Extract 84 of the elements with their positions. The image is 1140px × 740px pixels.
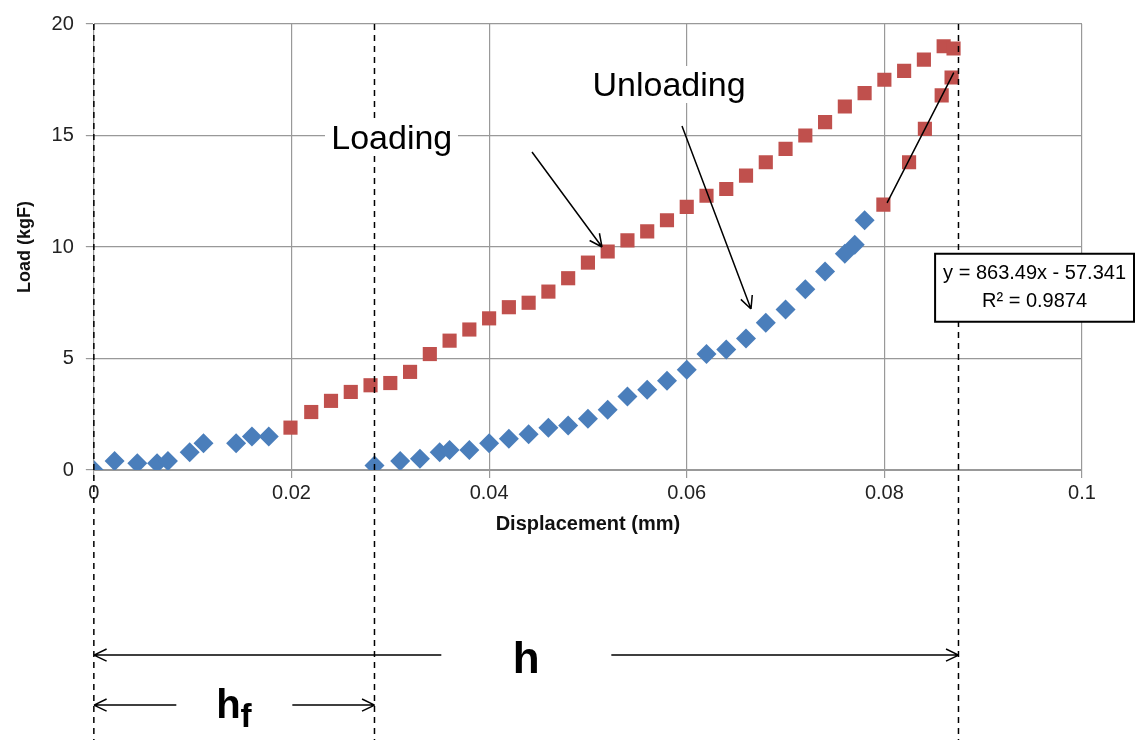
point [479, 433, 500, 454]
point [462, 322, 477, 337]
point [442, 333, 457, 348]
annotation: Unloading [586, 64, 752, 104]
point [104, 451, 125, 470]
point [518, 424, 539, 445]
point [577, 408, 598, 429]
point [580, 255, 595, 270]
point [617, 386, 638, 407]
annotation: y = 863.49x - 57.341 [943, 261, 1127, 284]
point [561, 271, 576, 286]
point [390, 451, 411, 470]
point [637, 379, 658, 400]
point [459, 439, 480, 460]
x-tick-label: 0.08 [864, 480, 904, 503]
x-tick-label: 0.02 [272, 480, 311, 503]
point [775, 299, 796, 320]
point [656, 370, 677, 391]
point [897, 63, 912, 78]
point [755, 312, 776, 333]
point [679, 199, 694, 214]
x-tick-label: 0.04 [469, 480, 509, 503]
point [719, 181, 734, 197]
point [798, 128, 813, 143]
point [179, 442, 200, 463]
point [283, 420, 298, 435]
point [226, 433, 247, 454]
point [815, 261, 836, 282]
point [716, 339, 737, 360]
point [844, 234, 865, 255]
point [834, 243, 855, 264]
point [193, 433, 214, 454]
y-tick-label: 5 [62, 346, 74, 369]
y-tick-label: 10 [51, 234, 74, 257]
y-tick-label: 20 [51, 11, 74, 34]
point [597, 399, 618, 420]
point [659, 213, 675, 228]
point [699, 188, 714, 203]
point [304, 404, 319, 420]
point [541, 284, 556, 299]
annotation: Loading [325, 117, 459, 156]
point [696, 344, 717, 365]
point [498, 428, 519, 449]
text: h$_{f}$ [210, 681, 258, 735]
point [738, 168, 754, 183]
y-axis-title: Load (kgF) [13, 201, 34, 293]
point [501, 300, 516, 315]
point [877, 72, 892, 87]
point [323, 393, 339, 408]
point [854, 210, 875, 231]
point [422, 346, 437, 362]
x-tick-label: 0 [88, 480, 100, 503]
point [795, 279, 816, 300]
point [876, 197, 891, 212]
point [521, 295, 536, 310]
x-axis-title: Displacement (mm) [495, 511, 681, 534]
point [946, 41, 961, 56]
x-tick-label: 0.06 [667, 480, 707, 503]
point [818, 115, 833, 130]
point [363, 378, 378, 393]
point [778, 141, 793, 156]
point [241, 426, 262, 447]
point [343, 384, 358, 400]
point [383, 375, 398, 391]
point [482, 311, 497, 326]
point [402, 364, 418, 379]
point [857, 86, 872, 101]
point [558, 415, 579, 436]
text: h [506, 633, 546, 683]
y-tick-label: 15 [51, 123, 74, 146]
x-tick-label: 0.1 [1068, 480, 1096, 503]
point [758, 155, 773, 170]
annotation: R² = 0.9874 [982, 289, 1088, 312]
point [620, 233, 635, 248]
point [538, 417, 559, 438]
point [676, 359, 697, 380]
point [409, 448, 430, 469]
point [916, 52, 931, 67]
y-tick-label: 0 [62, 457, 74, 480]
point [258, 426, 279, 447]
point [600, 244, 615, 259]
point [736, 328, 757, 349]
point [640, 224, 655, 239]
point [837, 99, 852, 114]
